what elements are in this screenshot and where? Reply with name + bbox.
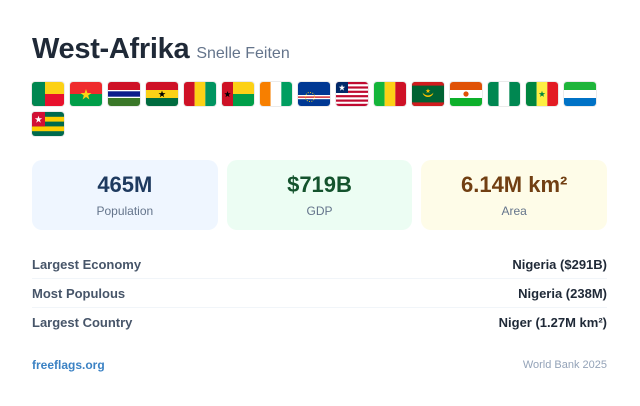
fact-row-most-populous: Most Populous Nigeria (238M) [32,279,607,308]
flag-gambia-icon [108,82,140,106]
fact-value: Nigeria ($291B) [512,256,607,272]
population-value: 465M [97,172,153,197]
flag-guinea-icon [184,82,216,106]
gdp-value: $719B [287,172,352,197]
flag-mali-icon [374,82,406,106]
flag-mauritania-icon [412,82,444,106]
area-value: 6.14M km² [460,172,568,197]
population-stat: 465M Population [32,160,218,230]
fact-value: Niger (1.27M km²) [498,314,607,330]
flag-sierra-leone-icon [564,82,596,106]
page-title: West-Afrika [32,33,190,65]
flag-nigeria-icon [488,82,520,106]
flag-benin-icon [32,82,64,106]
fact-value: Nigeria (238M) [518,285,607,301]
flag-ivory-coast-icon [260,82,292,106]
gdp-stat: $719B GDP [226,160,413,230]
gdp-label: GDP [306,204,333,218]
population-label: Population [96,204,154,218]
header: West-Afrika Snelle Feiten [32,33,290,66]
flag-cape-verde-icon [298,82,330,106]
flag-burkina-faso-icon [70,82,102,106]
flag-senegal-icon [526,82,558,106]
flag-niger-icon [450,82,482,106]
page-subtitle: Snelle Feiten [196,45,290,62]
area-label: Area [501,204,527,218]
fact-label: Largest Country [32,314,133,330]
stats-row: 465M Population $719B GDP 6.14M km² Area [32,160,608,230]
freeflags-link[interactable]: freeflags.org [32,358,105,372]
fact-row-largest-country: Largest Country Niger (1.27M km²) [32,308,607,336]
flag-liberia-icon [336,82,368,106]
flag-guinea-bissau-icon [222,82,254,106]
fact-label: Most Populous [32,285,126,301]
flag-row [32,82,612,136]
flag-ghana-icon [146,82,178,106]
footer: freeflags.org World Bank 2025 [32,358,607,372]
facts-list: Largest Economy Nigeria ($291B) Most Pop… [32,250,607,336]
data-source: World Bank 2025 [522,359,607,371]
fact-label: Largest Economy [32,256,142,272]
area-stat: 6.14M km² Area [421,160,608,230]
flag-togo-icon [32,112,64,136]
fact-row-largest-economy: Largest Economy Nigeria ($291B) [32,250,607,279]
